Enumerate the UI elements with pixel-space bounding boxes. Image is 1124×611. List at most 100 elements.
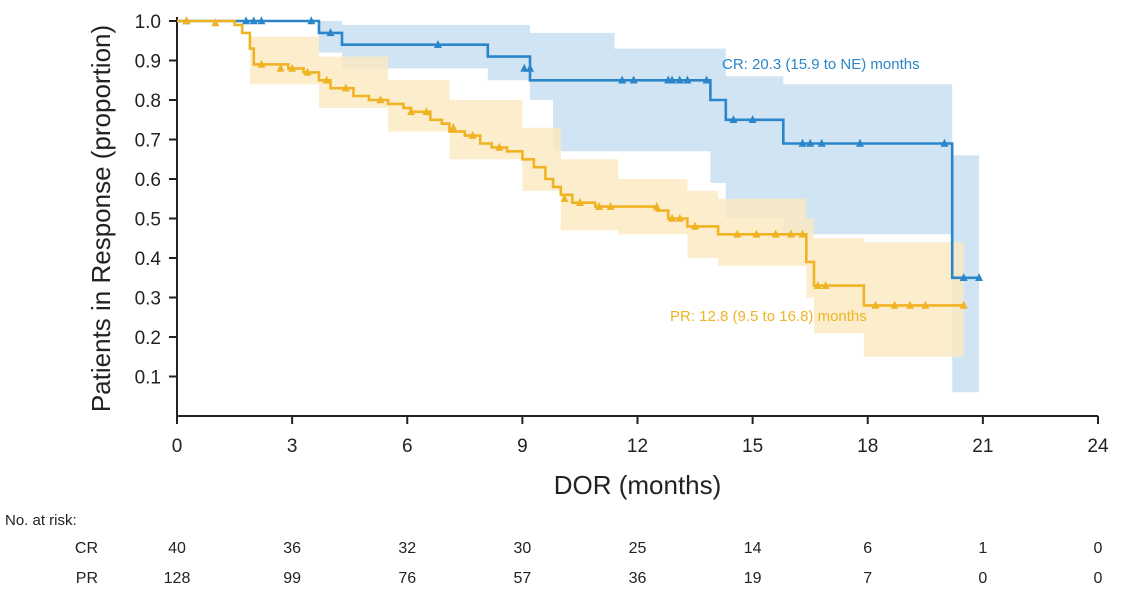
risk-cell: 36 [283, 540, 301, 557]
chart-labels: CR: 20.3 (15.9 to NE) months PR: 12.8 (9.… [670, 56, 920, 325]
risk-cell: 0 [978, 570, 987, 587]
cr-censor-mark [683, 75, 692, 84]
x-tick-label: 21 [972, 436, 993, 457]
pr-censor-mark [288, 63, 297, 72]
y-tick-label: 0.6 [135, 170, 161, 191]
pr-censor-mark [495, 142, 504, 151]
cr-median-label: CR: 20.3 (15.9 to NE) months [722, 56, 920, 73]
pr-censor-mark [303, 67, 312, 76]
x-tick-label: 9 [517, 436, 528, 457]
pr-median-label: PR: 12.8 (9.5 to 16.8) months [670, 308, 867, 325]
pr-censor-mark [733, 229, 742, 238]
pr-censor-mark [376, 95, 385, 104]
risk-cell: 32 [398, 540, 416, 557]
cr-censor-mark [748, 115, 757, 124]
x-tick-label: 15 [742, 436, 763, 457]
cr-censor-mark [729, 115, 738, 124]
x-tick-label: 18 [857, 436, 878, 457]
cr-censor-mark [242, 16, 251, 25]
x-tick-label: 3 [287, 436, 298, 457]
pr-censor-mark [257, 59, 266, 68]
cr-censor-mark [520, 63, 529, 72]
risk-cell: 1 [978, 540, 987, 557]
risk-cell: 128 [164, 570, 191, 587]
axes: 0 3 6 9 12 15 18 21 24 0.1 0.2 0.3 0.4 0.5 0.6 0.7 0.8 0.… [86, 12, 1109, 500]
risk-row-label-cr: CR [75, 540, 98, 557]
pr-censor-mark [798, 229, 807, 238]
cr-censor-mark [433, 40, 442, 49]
pr-censor-mark [595, 201, 604, 210]
cr-censor-mark [326, 28, 335, 37]
ci-bands [177, 21, 979, 393]
pr-censor-mark [575, 198, 584, 206]
y-tick-label: 0.7 [135, 131, 161, 152]
risk-cell: 0 [1094, 540, 1103, 557]
censor-marks [182, 16, 984, 309]
y-tick-label: 0.9 [135, 52, 161, 73]
cr-censor-mark [806, 138, 815, 147]
pr-censor-mark [668, 213, 677, 222]
pr-censor-mark [821, 280, 830, 289]
pr-censor-mark [468, 130, 477, 139]
x-tick-label: 12 [627, 436, 648, 457]
cr-censor-mark [526, 63, 535, 72]
cr-censor-mark [629, 75, 638, 84]
pr-censor-mark [771, 229, 780, 238]
risk-cell: 40 [168, 540, 186, 557]
pr-censor-mark [422, 107, 431, 116]
y-axis-label: Patients in Response (proportion) [86, 25, 116, 412]
risk-cell: 99 [283, 570, 301, 587]
cr-censor-mark [249, 16, 258, 25]
cr-censor-mark [675, 75, 684, 84]
pr-ci-band [177, 21, 964, 357]
pr-censor-mark [449, 122, 458, 131]
risk-cell: 30 [513, 540, 531, 557]
y-tick-label: 0.1 [135, 368, 161, 389]
x-tick-label: 6 [402, 436, 413, 457]
y-tick-label: 0.3 [135, 289, 161, 310]
pr-censor-mark [813, 280, 822, 289]
pr-censor-mark [560, 194, 569, 203]
y-tick-label: 1.0 [135, 12, 161, 33]
cr-censor-mark [798, 138, 807, 147]
pr-censor-mark [871, 300, 880, 309]
x-axis-label: DOR (months) [554, 470, 722, 500]
pr-censor-mark [652, 201, 661, 210]
risk-cell: 7 [863, 570, 872, 587]
risk-cell: 6 [863, 540, 872, 557]
risk-table: No. at risk: CR 40 36 32 30 25 14 6 1 0 PR 128 99 76 57… [5, 512, 1103, 587]
risk-cell: 36 [629, 570, 647, 587]
y-tick-label: 0.4 [135, 249, 162, 270]
cr-ci-band [177, 21, 979, 393]
pr-censor-mark [890, 300, 899, 309]
pr-censor-mark [921, 300, 930, 309]
pr-censor-mark [341, 83, 350, 92]
risk-cell: 14 [744, 540, 762, 557]
pr-censor-mark [905, 300, 914, 309]
risk-cell: 0 [1094, 570, 1103, 587]
y-tick-label: 0.5 [135, 210, 161, 231]
cr-censor-mark [856, 138, 865, 147]
pr-censor-mark [959, 300, 968, 309]
pr-censor-mark [182, 16, 191, 25]
pr-censor-mark [691, 221, 700, 230]
cr-censor-mark [257, 16, 266, 25]
y-tick-label: 0.2 [135, 328, 161, 349]
y-tick-label: 0.8 [135, 91, 161, 112]
cr-censor-mark [817, 138, 826, 147]
cr-censor-mark [959, 273, 968, 282]
pr-censor-mark [752, 229, 761, 238]
risk-cell: 19 [744, 570, 762, 587]
pr-censor-mark [787, 229, 795, 238]
risk-table-title: No. at risk: [5, 512, 77, 529]
cr-censor-mark [307, 16, 316, 25]
x-tick-label: 24 [1087, 436, 1109, 457]
cr-censor-mark [618, 75, 627, 84]
cr-censor-mark [975, 273, 984, 282]
risk-cell: 57 [513, 570, 531, 587]
pr-censor-mark [211, 18, 220, 27]
cr-censor-mark [668, 75, 677, 84]
x-tick-label: 0 [172, 436, 183, 457]
